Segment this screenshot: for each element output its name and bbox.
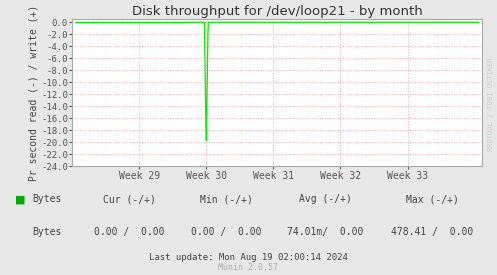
Title: Disk throughput for /dev/loop21 - by month: Disk throughput for /dev/loop21 - by mon… — [132, 5, 422, 18]
Text: Cur (-/+): Cur (-/+) — [103, 194, 156, 204]
Text: 0.00 /  0.00: 0.00 / 0.00 — [191, 227, 261, 237]
Text: Max (-/+): Max (-/+) — [406, 194, 459, 204]
Text: 478.41 /  0.00: 478.41 / 0.00 — [391, 227, 474, 237]
Text: RRDTOOL / TOBI OETIKER: RRDTOOL / TOBI OETIKER — [488, 58, 494, 151]
Text: Avg (-/+): Avg (-/+) — [299, 194, 352, 204]
Text: Min (-/+): Min (-/+) — [200, 194, 252, 204]
Text: Last update: Mon Aug 19 02:00:14 2024: Last update: Mon Aug 19 02:00:14 2024 — [149, 253, 348, 262]
Text: Bytes: Bytes — [32, 227, 62, 237]
Text: Munin 2.0.57: Munin 2.0.57 — [219, 263, 278, 272]
Y-axis label: Pr second read (-) / write (+): Pr second read (-) / write (+) — [28, 5, 38, 181]
Text: ■: ■ — [15, 194, 25, 204]
Text: Bytes: Bytes — [32, 194, 62, 204]
Text: 74.01m/  0.00: 74.01m/ 0.00 — [287, 227, 364, 237]
Text: 0.00 /  0.00: 0.00 / 0.00 — [94, 227, 165, 237]
